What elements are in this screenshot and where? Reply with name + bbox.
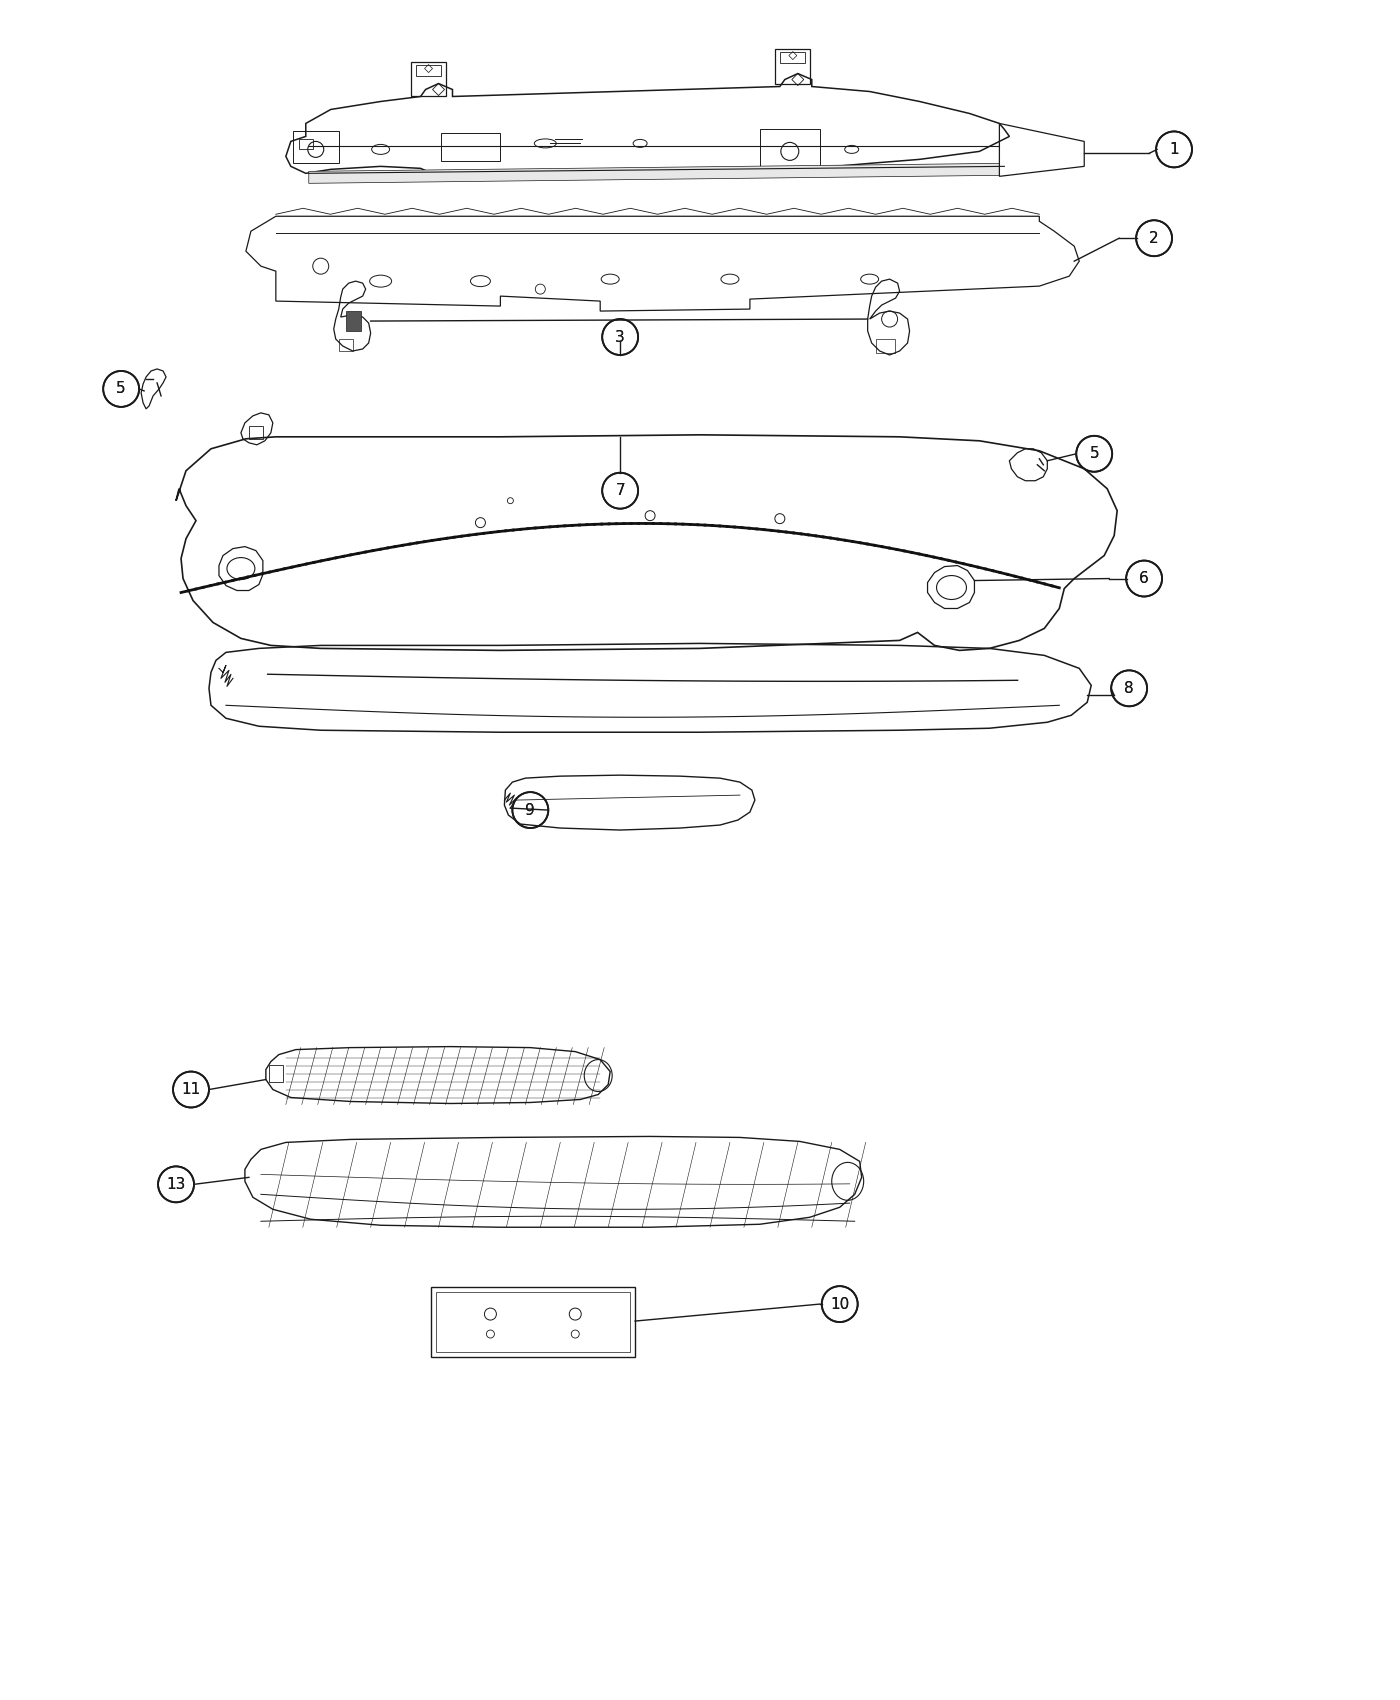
Text: 1: 1 xyxy=(1169,141,1179,156)
Text: 1: 1 xyxy=(1169,141,1179,156)
Polygon shape xyxy=(309,163,1000,184)
Text: 13: 13 xyxy=(167,1176,186,1192)
Text: 2: 2 xyxy=(1149,231,1159,246)
Text: 5: 5 xyxy=(1089,447,1099,461)
Text: 5: 5 xyxy=(116,381,126,396)
Text: 3: 3 xyxy=(615,330,624,345)
Text: 8: 8 xyxy=(1124,680,1134,695)
Text: 7: 7 xyxy=(616,483,624,498)
Text: 7: 7 xyxy=(616,483,624,498)
Text: 11: 11 xyxy=(182,1081,200,1096)
Text: 3: 3 xyxy=(615,330,624,345)
Polygon shape xyxy=(346,311,361,332)
Text: 6: 6 xyxy=(1140,571,1149,586)
Text: 13: 13 xyxy=(167,1176,186,1192)
Text: 10: 10 xyxy=(830,1297,850,1312)
Text: 9: 9 xyxy=(525,802,535,818)
Text: 5: 5 xyxy=(116,381,126,396)
Text: 10: 10 xyxy=(830,1297,850,1312)
Text: 8: 8 xyxy=(1124,680,1134,695)
Text: 9: 9 xyxy=(525,802,535,818)
Text: 6: 6 xyxy=(1140,571,1149,586)
Text: 2: 2 xyxy=(1149,231,1159,246)
Text: 5: 5 xyxy=(1089,447,1099,461)
Text: 11: 11 xyxy=(182,1081,200,1096)
